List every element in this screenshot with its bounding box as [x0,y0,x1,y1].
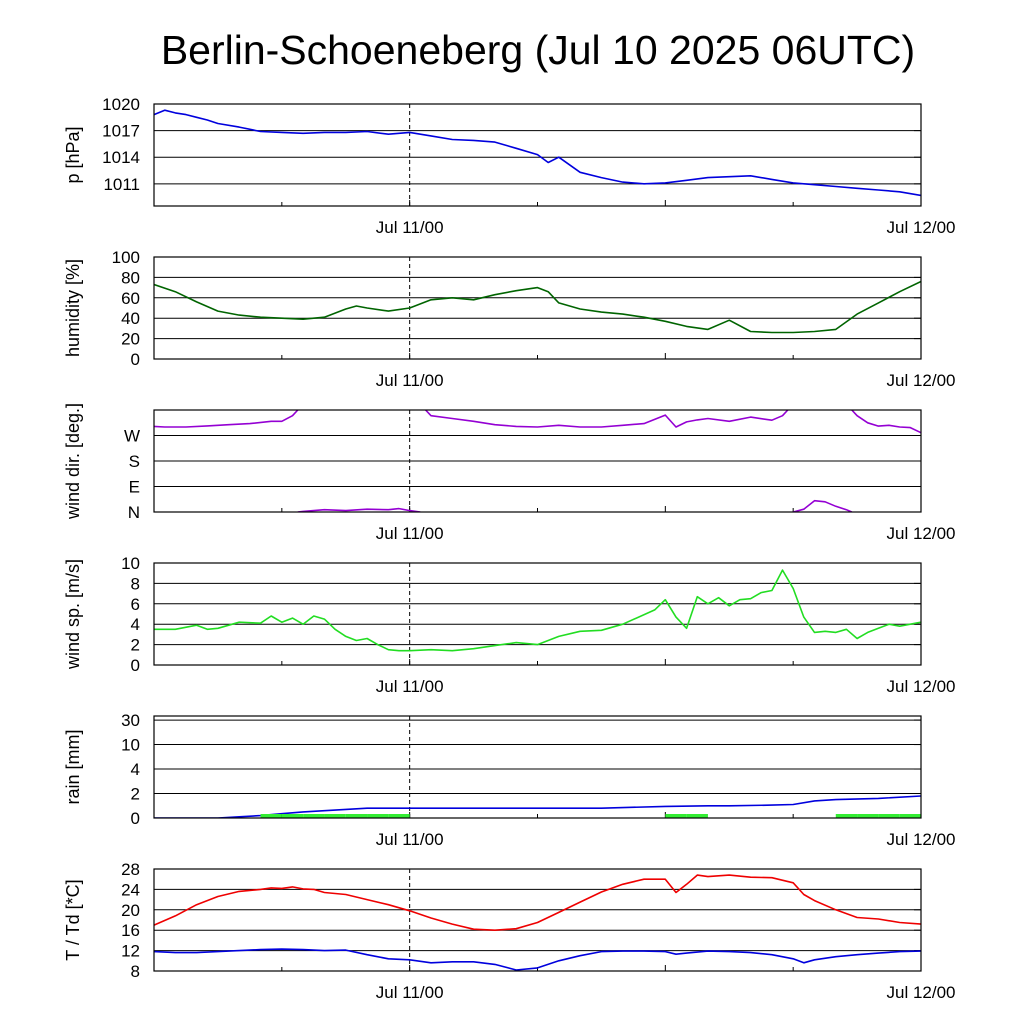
y-axis-label: T / Td [*C] [63,879,83,960]
y-tick-label: 0 [131,809,140,828]
x-tick-label: Jul 11/00 [376,218,444,237]
y-axis-label: wind dir. [deg.] [63,403,83,520]
panel-wind-speed: 02 46 810 wind sp. [m/s] Jul 11/00 Jul 12/00 [63,554,956,696]
y-tick-label: 4 [131,760,140,779]
plot-frame [154,257,921,359]
y-tick-label: N [128,503,140,522]
y-tick-label: 100 [112,248,140,267]
chart-title: Berlin-Schoeneberg (Jul 10 2025 06UTC) [161,27,915,73]
y-tick-label: 28 [121,860,140,879]
y-tick-label: 10 [121,736,140,755]
meteogram-chart: Berlin-Schoeneberg (Jul 10 2025 06UTC) 1… [0,0,1024,1024]
y-tick-label: 30 [121,711,140,730]
x-tick-label: Jul 12/00 [887,983,956,1002]
y-tick-label: 10 [121,554,140,573]
panel-rain: 0 2 4 10 30 rain [mm] Jul 11/00 Jul 12/00 [63,711,956,849]
rain-interval-bar [921,814,942,818]
series-line-wind_dir-3 [793,501,852,512]
series-line-temperature-0 [154,875,921,930]
y-tick-label: S [129,452,140,471]
y-tick-label: 4 [131,615,140,634]
y-tick-label: 80 [121,268,140,287]
y-axis-label: wind sp. [m/s] [63,559,83,670]
x-tick-label: Jul 11/00 [376,983,444,1002]
y-tick-label: 2 [131,785,140,804]
y-tick-label: 8 [131,574,140,593]
y-tick-label: 1011 [103,175,140,194]
series-line-dewpoint-1 [154,949,921,970]
x-tick-label: Jul 11/00 [376,371,444,390]
series-line-wind_dir-2 [426,410,788,427]
y-tick-label: 40 [121,309,140,328]
y-axis-label: rain [mm] [63,729,83,804]
series-line-pressure [154,110,921,195]
y-tick-label: 2 [131,636,140,655]
x-tick-label: Jul 12/00 [887,524,956,543]
y-tick-label: 24 [121,880,140,899]
y-tick-label: W [124,427,140,446]
y-tick-label: 16 [121,921,140,940]
y-tick-label: 12 [121,942,140,961]
plot-frame [154,869,921,971]
y-axis-label: humidity [%] [63,259,83,357]
x-tick-label: Jul 11/00 [376,524,444,543]
y-tick-label: 8 [131,962,140,981]
y-tick-label: 1017 [102,122,140,141]
x-tick-label: Jul 11/00 [376,830,444,849]
y-tick-label: 0 [131,350,140,369]
y-tick-label: 6 [131,595,140,614]
y-tick-label: E [129,478,140,497]
x-tick-label: Jul 11/00 [376,677,444,696]
y-axis-label: p [hPa] [63,126,83,183]
y-tick-label: 1014 [102,148,140,167]
y-tick-label: 0 [131,656,140,675]
series-line-wind_speed [154,570,921,651]
y-tick-label: 20 [121,330,140,349]
y-tick-label: 20 [121,901,140,920]
y-tick-label: 1020 [102,95,140,114]
series-line-humidity [154,282,921,333]
plot-frame [154,563,921,665]
series-line-wind_dir-0 [154,410,298,427]
x-tick-label: Jul 12/00 [887,218,956,237]
y-tick-label: 60 [121,289,140,308]
x-tick-label: Jul 12/00 [887,677,956,696]
x-tick-label: Jul 12/00 [887,371,956,390]
panel-pressure: 1011 1014 1017 1020 p [hPa] Jul 11/00 Jul 12/0… [63,95,956,237]
series-line-wind_dir-4 [852,410,921,433]
x-tick-label: Jul 12/00 [887,830,956,849]
